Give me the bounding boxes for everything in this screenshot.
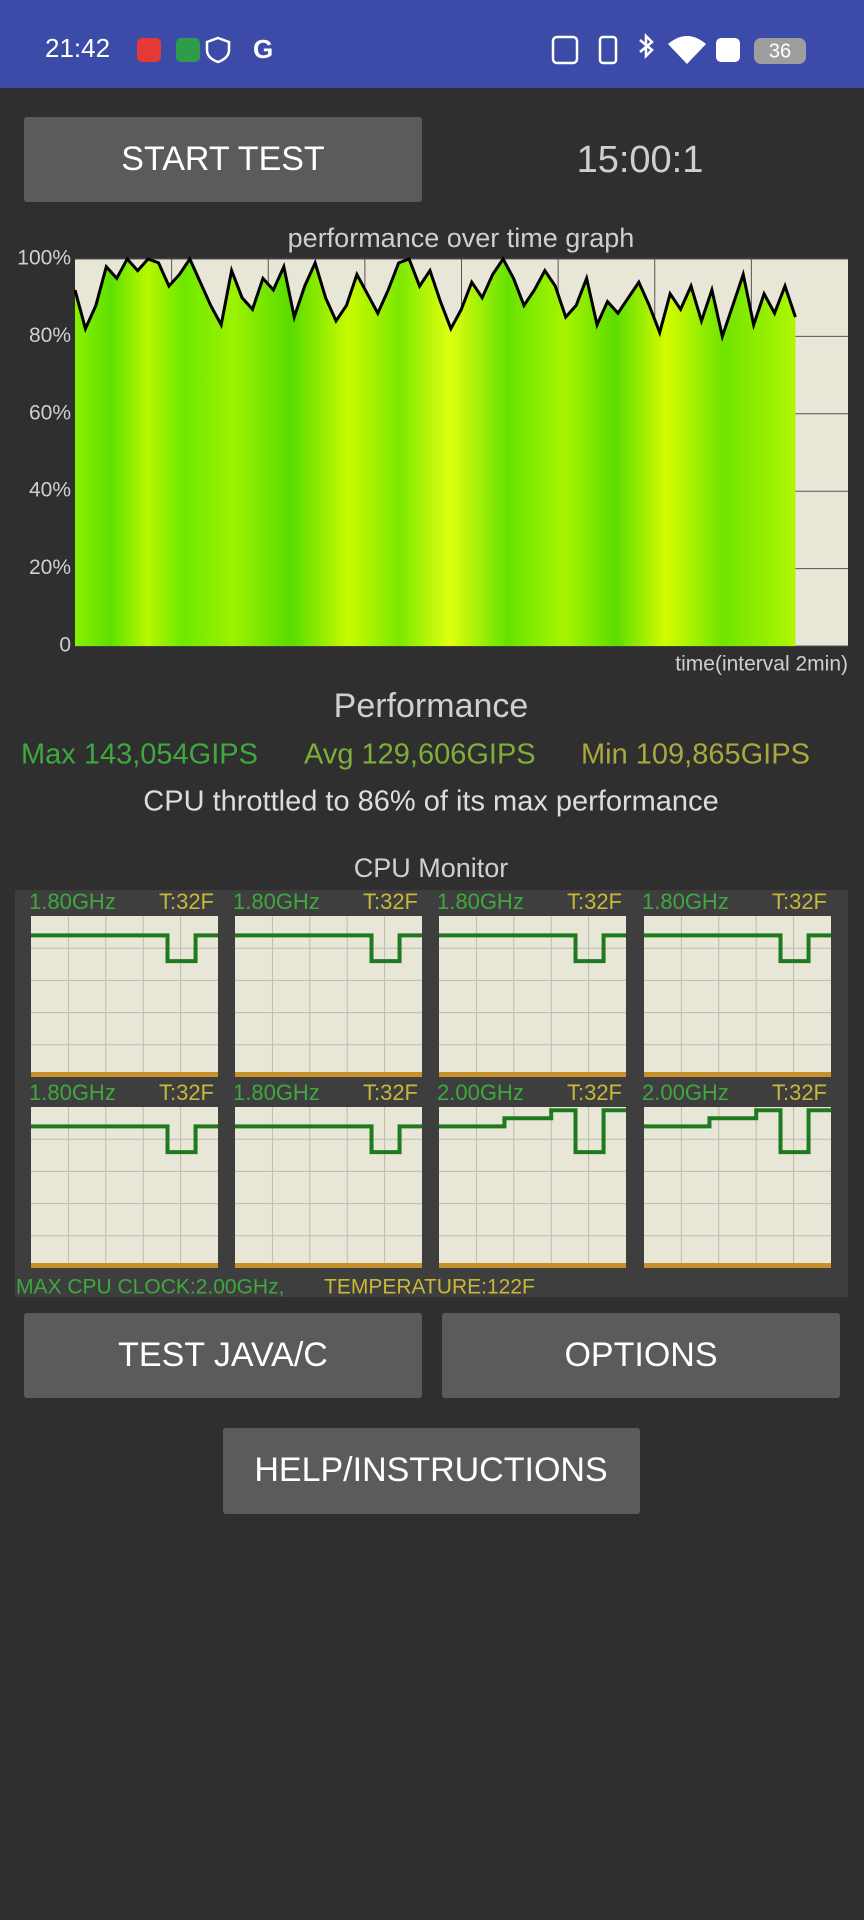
- max-cpu-clock: MAX CPU CLOCK:2.00GHz,: [16, 1276, 284, 1299]
- core-temperature: T:32F: [772, 889, 827, 914]
- core-frequency: 1.80GHz: [29, 1080, 116, 1105]
- y-tick-label: 100%: [17, 247, 71, 270]
- bluetooth-icon: [639, 32, 654, 60]
- y-tick-label: 80%: [29, 324, 71, 347]
- start-test-label: START TEST: [121, 140, 324, 178]
- y-tick-label: 20%: [29, 556, 71, 579]
- core-frequency-line: [235, 933, 422, 964]
- core-frequency: 1.80GHz: [233, 1080, 320, 1105]
- performance-heading: Performance: [334, 687, 529, 725]
- core-chart-bg: [439, 1107, 626, 1268]
- min-performance: Min 109,865GIPS: [581, 739, 810, 771]
- test-java-c-label: TEST JAVA/C: [118, 1336, 328, 1374]
- nfc-icon: [551, 35, 579, 65]
- core-frequency-line: [235, 1124, 422, 1155]
- core-frequency-line: [439, 1108, 626, 1155]
- battery-icon: [754, 38, 806, 64]
- core-temp-bar: [235, 1263, 422, 1268]
- core-temp-bar: [31, 1072, 218, 1077]
- core-chart-bg: [235, 1107, 422, 1268]
- core-temperature: T:32F: [159, 1080, 214, 1105]
- performance-area: [75, 259, 796, 646]
- core-chart-bg: [31, 916, 218, 1077]
- shield-icon: [176, 38, 200, 62]
- core-temperature: T:32F: [159, 889, 214, 914]
- core-temp-bar: [439, 1072, 626, 1077]
- core-frequency: 1.80GHz: [642, 889, 729, 914]
- core-frequency: 1.80GHz: [233, 889, 320, 914]
- battery-level: 36: [769, 40, 791, 62]
- wifi-icon: [668, 36, 706, 64]
- test-java-c-button[interactable]: TEST JAVA/C: [24, 1313, 422, 1398]
- core-temperature: T:32F: [567, 1080, 622, 1105]
- core-temp-bar: [31, 1263, 218, 1268]
- help-label: HELP/INSTRUCTIONS: [254, 1451, 607, 1489]
- core-frequency-line: [31, 933, 218, 964]
- core-frequency: 1.80GHz: [437, 889, 524, 914]
- cpu-monitor-title: CPU Monitor: [354, 853, 509, 883]
- max-temperature: TEMPERATURE:122F: [324, 1276, 535, 1299]
- core-frequency: 1.80GHz: [29, 889, 116, 914]
- plot: [73, 255, 848, 647]
- help-button[interactable]: HELP/INSTRUCTIONS: [223, 1428, 640, 1514]
- core-chart-bg: [644, 916, 831, 1077]
- sim-icon: [716, 38, 740, 62]
- core-frequency-line: [644, 933, 831, 964]
- options-button[interactable]: OPTIONS: [442, 1313, 840, 1398]
- y-tick-label: 40%: [29, 479, 71, 502]
- core-frequency-line: [439, 933, 626, 964]
- vpn-icon: [205, 36, 231, 64]
- core-temperature: T:32F: [567, 889, 622, 914]
- core-chart-bg: [235, 916, 422, 1077]
- chart-title: performance over time graph: [288, 223, 635, 253]
- y-tick-label: 0: [59, 634, 71, 657]
- performance-line: [73, 255, 797, 342]
- core-frequency: 2.00GHz: [642, 1080, 729, 1105]
- core-frequency-line: [31, 1124, 218, 1155]
- core-chart-bg: [644, 1107, 831, 1268]
- avg-performance: Avg 129,606GIPS: [304, 739, 536, 771]
- clock: 21:42: [45, 33, 110, 63]
- g-icon: G: [253, 34, 273, 64]
- start-test-button[interactable]: START TEST: [24, 117, 422, 202]
- sos-icon: [137, 38, 161, 62]
- core-chart-bg: [439, 916, 626, 1077]
- max-performance: Max 143,054GIPS: [21, 739, 258, 771]
- core-temp-bar: [439, 1263, 626, 1268]
- throttle-summary: CPU throttled to 86% of its max performa…: [143, 786, 718, 818]
- core-temperature: T:32F: [363, 889, 418, 914]
- core-frequency: 2.00GHz: [437, 1080, 524, 1105]
- core-temp-bar: [644, 1263, 831, 1268]
- cpu-cores: 1.80GHz T:32F 1.80GHz T:32F 1.80GHz T:32F 1.80…: [29, 889, 831, 1268]
- vibrate-icon: [598, 35, 618, 65]
- options-label: OPTIONS: [564, 1336, 717, 1374]
- core-temp-bar: [235, 1072, 422, 1077]
- core-temperature: T:32F: [363, 1080, 418, 1105]
- y-tick-label: 60%: [29, 401, 71, 424]
- timer: 15:00:1: [577, 139, 704, 181]
- core-temperature: T:32F: [772, 1080, 827, 1105]
- x-axis-label: time(interval 2min): [675, 653, 848, 676]
- core-temp-bar: [644, 1072, 831, 1077]
- core-frequency-line: [644, 1108, 831, 1155]
- core-chart-bg: [31, 1107, 218, 1268]
